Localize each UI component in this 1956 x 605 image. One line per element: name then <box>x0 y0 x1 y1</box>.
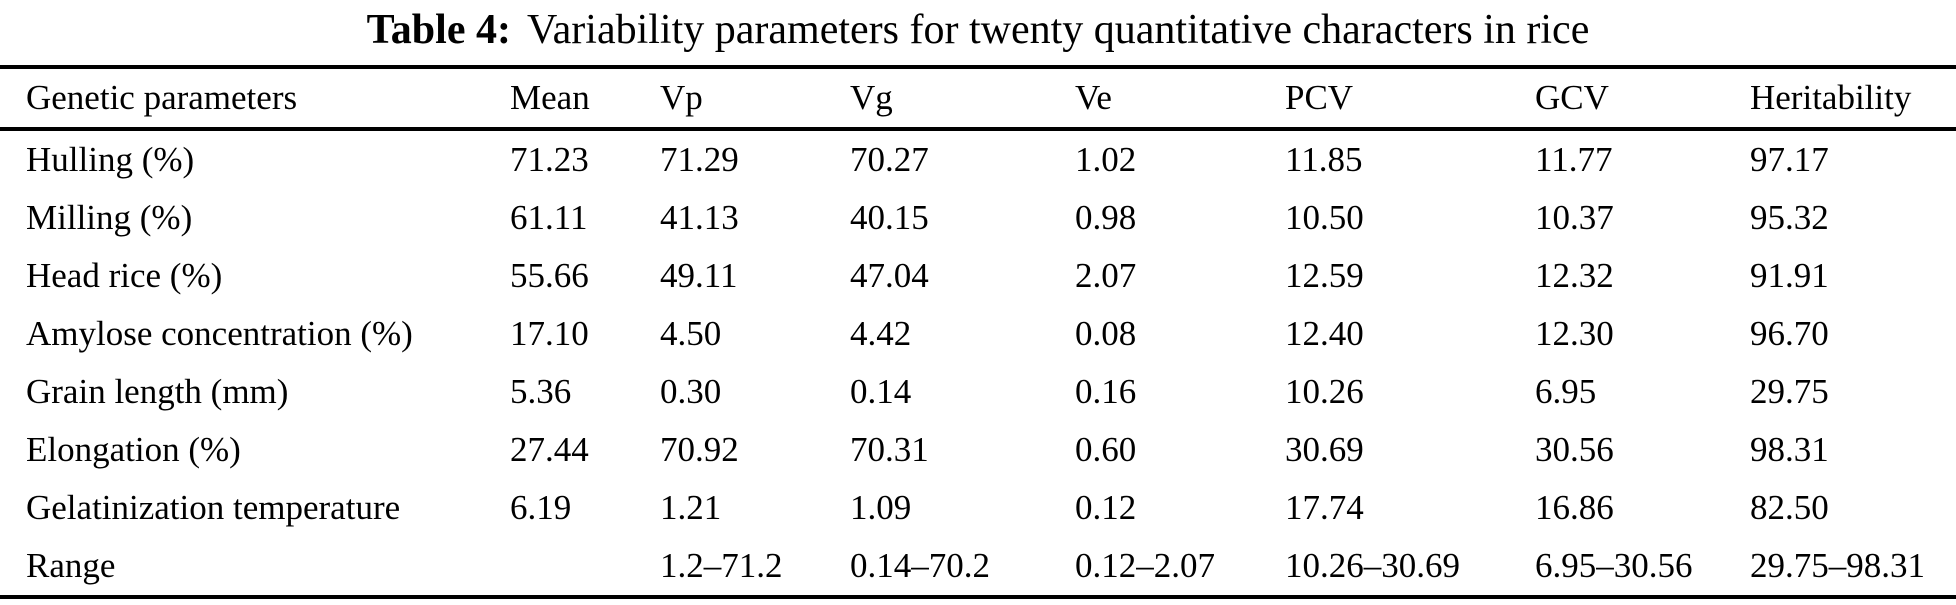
cell-ve: 0.12 <box>1075 488 1137 527</box>
row-label: Grain length (mm) <box>26 372 289 411</box>
cell-ve: 0.12–2.07 <box>1075 546 1215 585</box>
cell-mean: 71.23 <box>510 140 589 179</box>
row-label: Hulling (%) <box>26 140 195 179</box>
cell-gcv: 11.77 <box>1535 140 1613 179</box>
cell-pcv: 10.26–30.69 <box>1285 546 1460 585</box>
column-header-pcv: PCV <box>1285 67 1535 131</box>
cell-vp: 41.13 <box>660 198 739 237</box>
table-caption: Table 4: Variability parameters for twent… <box>0 2 1956 58</box>
cell-pcv: 12.59 <box>1285 256 1364 295</box>
cell-pcv: 11.85 <box>1285 140 1363 179</box>
cell-gcv: 30.56 <box>1535 430 1614 469</box>
column-header-ve: Ve <box>1075 67 1285 131</box>
cell-mean: 27.44 <box>510 430 589 469</box>
cell-heritability: 96.70 <box>1750 314 1829 353</box>
table-row: Head rice (%) 55.66 49.11 47.04 2.07 12.… <box>0 247 1956 305</box>
row-label: Head rice (%) <box>26 256 223 295</box>
cell-ve: 0.60 <box>1075 430 1137 469</box>
column-header-genetic-parameters: Genetic parameters <box>0 67 510 131</box>
row-label: Milling (%) <box>26 198 193 237</box>
cell-gcv: 16.86 <box>1535 488 1614 527</box>
cell-vp: 4.50 <box>660 314 722 353</box>
cell-heritability: 95.32 <box>1750 198 1829 237</box>
cell-mean: 55.66 <box>510 256 589 295</box>
cell-ve: 0.08 <box>1075 314 1137 353</box>
cell-gcv: 12.30 <box>1535 314 1614 353</box>
cell-vp: 1.2–71.2 <box>660 546 783 585</box>
row-label: Gelatinization temperature <box>26 488 401 527</box>
cell-gcv: 6.95–30.56 <box>1535 546 1693 585</box>
header-row: Genetic parameters Mean Vp Vg Ve PCV GCV… <box>0 67 1956 131</box>
cell-vg: 0.14–70.2 <box>850 546 990 585</box>
cell-gcv: 10.37 <box>1535 198 1614 237</box>
table-caption-label: Table 4: <box>366 7 511 53</box>
row-label: Amylose concentration (%) <box>26 314 413 353</box>
cell-vp: 1.21 <box>660 488 722 527</box>
cell-heritability: 82.50 <box>1750 488 1829 527</box>
cell-vp: 0.30 <box>660 372 722 411</box>
cell-heritability: 91.91 <box>1750 256 1829 295</box>
cell-heritability: 98.31 <box>1750 430 1829 469</box>
cell-mean <box>510 537 660 597</box>
cell-vg: 40.15 <box>850 198 929 237</box>
table-caption-text: Variability parameters for twenty quanti… <box>526 7 1590 53</box>
cell-vg: 70.31 <box>850 430 929 469</box>
cell-pcv: 17.74 <box>1285 488 1364 527</box>
cell-ve: 0.16 <box>1075 372 1137 411</box>
column-header-vp: Vp <box>660 67 850 131</box>
cell-vp: 71.29 <box>660 140 739 179</box>
column-header-vg: Vg <box>850 67 1075 131</box>
cell-vp: 49.11 <box>660 256 738 295</box>
cell-heritability: 97.17 <box>1750 140 1829 179</box>
table-row: Gelatinization temperature 6.19 1.21 1.0… <box>0 479 1956 537</box>
table-row: Grain length (mm) 5.36 0.30 0.14 0.16 10… <box>0 363 1956 421</box>
cell-gcv: 6.95 <box>1535 372 1597 411</box>
cell-pcv: 10.50 <box>1285 198 1364 237</box>
cell-mean: 5.36 <box>510 372 572 411</box>
table-row: Milling (%) 61.11 41.13 40.15 0.98 10.50… <box>0 189 1956 247</box>
cell-heritability: 29.75–98.31 <box>1750 546 1925 585</box>
table-row: Range 1.2–71.2 0.14–70.2 0.12–2.07 10.26… <box>0 537 1956 597</box>
row-label: Elongation (%) <box>26 430 241 469</box>
cell-vg: 4.42 <box>850 314 912 353</box>
cell-vg: 0.14 <box>850 372 912 411</box>
cell-vg: 70.27 <box>850 140 929 179</box>
cell-ve: 0.98 <box>1075 198 1137 237</box>
cell-pcv: 30.69 <box>1285 430 1364 469</box>
cell-mean: 17.10 <box>510 314 589 353</box>
cell-gcv: 12.32 <box>1535 256 1614 295</box>
cell-vp: 70.92 <box>660 430 739 469</box>
table-row: Elongation (%) 27.44 70.92 70.31 0.60 30… <box>0 421 1956 479</box>
cell-pcv: 12.40 <box>1285 314 1364 353</box>
cell-heritability: 29.75 <box>1750 372 1829 411</box>
column-header-heritability: Heritability <box>1750 67 1956 131</box>
cell-pcv: 10.26 <box>1285 372 1364 411</box>
cell-ve: 2.07 <box>1075 256 1137 295</box>
cell-mean: 6.19 <box>510 488 572 527</box>
column-header-gcv: GCV <box>1535 67 1750 131</box>
table-row: Hulling (%) 71.23 71.29 70.27 1.02 11.85… <box>0 129 1956 189</box>
variability-table: Genetic parameters Mean Vp Vg Ve PCV GCV… <box>0 65 1956 599</box>
column-header-mean: Mean <box>510 67 660 131</box>
cell-ve: 1.02 <box>1075 140 1137 179</box>
table-row: Amylose concentration (%) 17.10 4.50 4.4… <box>0 305 1956 363</box>
cell-vg: 47.04 <box>850 256 929 295</box>
cell-vg: 1.09 <box>850 488 912 527</box>
row-label: Range <box>26 546 116 585</box>
cell-mean: 61.11 <box>510 198 588 237</box>
